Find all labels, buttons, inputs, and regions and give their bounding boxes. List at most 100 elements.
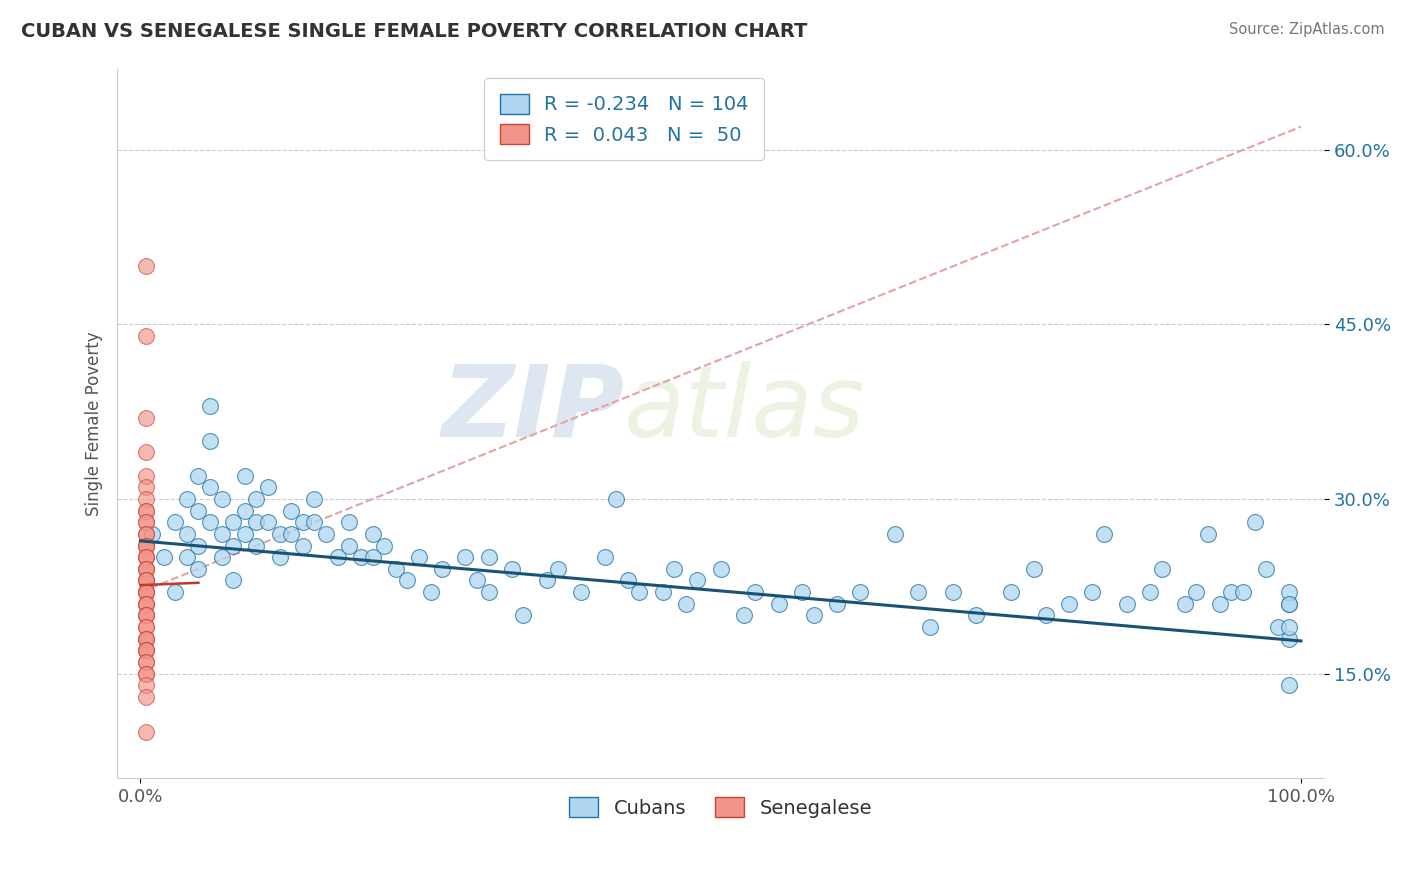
Point: [883, 527, 905, 541]
Point: [396, 574, 419, 588]
Point: [269, 550, 291, 565]
Point: [135, 516, 157, 530]
Point: [245, 516, 267, 530]
Point: [593, 550, 616, 565]
Legend: Cubans, Senegalese: Cubans, Senegalese: [561, 789, 880, 825]
Point: [1278, 585, 1301, 599]
Point: [135, 491, 157, 506]
Point: [211, 527, 233, 541]
Point: [233, 527, 256, 541]
Point: [135, 260, 157, 274]
Point: [222, 574, 245, 588]
Point: [211, 550, 233, 565]
Point: [733, 608, 755, 623]
Point: [918, 620, 941, 634]
Point: [135, 678, 157, 692]
Point: [135, 608, 157, 623]
Point: [135, 574, 157, 588]
Point: [1256, 562, 1278, 576]
Point: [135, 585, 157, 599]
Point: [135, 480, 157, 494]
Point: [803, 608, 825, 623]
Point: [501, 562, 523, 576]
Point: [135, 597, 157, 611]
Point: [280, 527, 302, 541]
Point: [135, 468, 157, 483]
Point: [350, 550, 373, 565]
Point: [135, 585, 157, 599]
Point: [176, 550, 198, 565]
Point: [135, 655, 157, 669]
Y-axis label: Single Female Poverty: Single Female Poverty: [86, 331, 103, 516]
Point: [1035, 608, 1057, 623]
Point: [337, 539, 360, 553]
Point: [187, 468, 209, 483]
Point: [1278, 597, 1301, 611]
Point: [617, 574, 640, 588]
Point: [198, 434, 221, 448]
Point: [257, 516, 280, 530]
Point: [744, 585, 766, 599]
Point: [1243, 516, 1265, 530]
Point: [135, 632, 157, 646]
Point: [1220, 585, 1243, 599]
Point: [187, 503, 209, 517]
Point: [135, 550, 157, 565]
Point: [135, 597, 157, 611]
Point: [135, 329, 157, 343]
Point: [384, 562, 406, 576]
Point: [135, 643, 157, 657]
Point: [135, 527, 157, 541]
Point: [222, 539, 245, 553]
Point: [165, 585, 187, 599]
Point: [135, 585, 157, 599]
Text: ZIP: ZIP: [441, 360, 624, 458]
Point: [269, 527, 291, 541]
Point: [135, 539, 157, 553]
Point: [135, 550, 157, 565]
Point: [1278, 597, 1301, 611]
Point: [135, 643, 157, 657]
Point: [1267, 620, 1289, 634]
Point: [135, 539, 157, 553]
Point: [361, 550, 384, 565]
Point: [135, 632, 157, 646]
Point: [710, 562, 733, 576]
Point: [135, 562, 157, 576]
Point: [373, 539, 395, 553]
Point: [304, 516, 326, 530]
Point: [651, 585, 673, 599]
Point: [135, 620, 157, 634]
Point: [233, 468, 256, 483]
Point: [465, 574, 488, 588]
Point: [135, 632, 157, 646]
Point: [1174, 597, 1197, 611]
Point: [135, 724, 157, 739]
Point: [135, 527, 157, 541]
Point: [675, 597, 697, 611]
Point: [628, 585, 651, 599]
Point: [135, 666, 157, 681]
Point: [135, 539, 157, 553]
Point: [849, 585, 872, 599]
Point: [1278, 620, 1301, 634]
Point: [1197, 527, 1219, 541]
Point: [361, 527, 384, 541]
Point: [1150, 562, 1173, 576]
Point: [907, 585, 929, 599]
Point: [135, 503, 157, 517]
Point: [664, 562, 686, 576]
Point: [686, 574, 709, 588]
Point: [477, 585, 499, 599]
Point: [419, 585, 441, 599]
Point: [135, 666, 157, 681]
Point: [135, 516, 157, 530]
Point: [1208, 597, 1230, 611]
Point: [222, 516, 245, 530]
Point: [430, 562, 453, 576]
Point: [152, 550, 174, 565]
Point: [135, 503, 157, 517]
Point: [135, 597, 157, 611]
Point: [135, 655, 157, 669]
Point: [245, 491, 267, 506]
